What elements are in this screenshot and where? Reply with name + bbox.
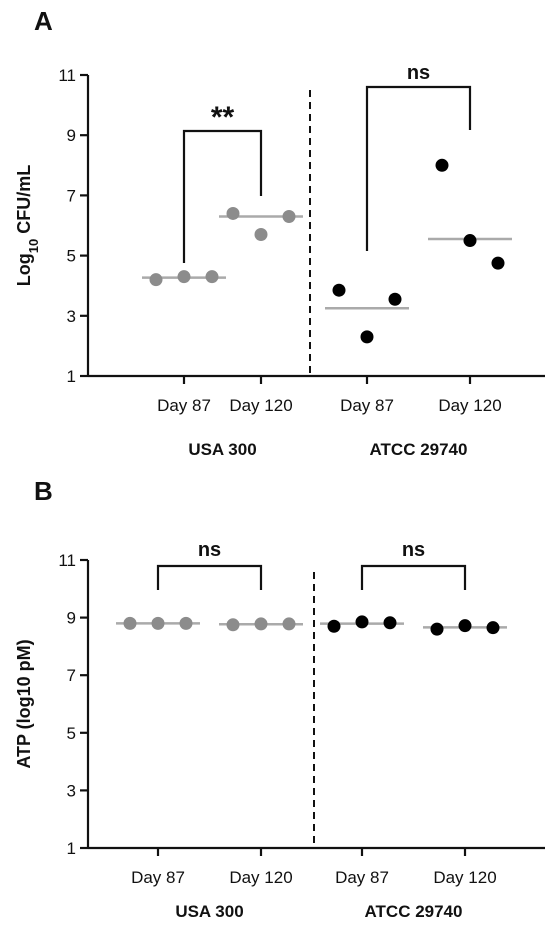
panel-a-data-point	[491, 256, 505, 270]
panel-b-y-tick-label: 11	[58, 551, 76, 570]
panel-b-y-tick-label: 1	[67, 839, 76, 858]
panel-a-data-point	[435, 158, 449, 172]
panel-a-category-label: Day 87	[157, 396, 211, 415]
panel-b-y-tick-label: 9	[67, 609, 76, 628]
panel-a-category-label: Day 120	[229, 396, 292, 415]
panel-b-category-label: Day 87	[335, 868, 389, 887]
panel-a-group-label: USA 300	[188, 440, 256, 459]
panel-b-y-axis-label: ATP (log10 pM)	[14, 639, 34, 768]
panel-a-comparison-bracket	[182, 129, 263, 263]
panel-a-y-tick-label: 3	[67, 307, 76, 326]
panel-a-data-point	[149, 273, 163, 287]
panel-a-data-point	[177, 270, 191, 284]
panel-b-data-point	[383, 616, 397, 630]
panel-b-group-label: USA 300	[175, 902, 243, 921]
panel-a-data-point	[226, 206, 240, 220]
panel-a-comparison-bracket	[365, 85, 472, 251]
panel-a-significance-label: **	[211, 101, 235, 134]
panel-a-data-point	[282, 209, 296, 223]
panel-a-y-tick-label: 11	[58, 66, 76, 85]
panel-b-category-label: Day 120	[433, 868, 496, 887]
panel-a-y-tick-label: 9	[67, 126, 76, 145]
panel-b-comparison-bracket	[156, 564, 263, 590]
panel-b-data-point	[430, 622, 444, 636]
panel-b-y-tick-label: 7	[67, 666, 76, 685]
panel-b-data-point	[179, 616, 193, 630]
panel-a-category-label: Day 120	[438, 396, 501, 415]
panel-a-data-point	[388, 292, 402, 306]
panel-b-data-point	[458, 619, 472, 633]
panel-a-y-tick-label: 1	[67, 367, 76, 386]
panel-b-data-point	[226, 618, 240, 632]
panel-b-category-label: Day 87	[131, 868, 185, 887]
panel-b-significance-label: ns	[198, 539, 221, 561]
panel-b-comparison-bracket	[360, 564, 467, 590]
panel-a-group-label: ATCC 29740	[370, 440, 468, 459]
panel-a-significance-label: ns	[407, 62, 430, 84]
panel-b-data-point	[327, 619, 341, 633]
panel-b-letter: B	[34, 476, 53, 506]
panel-b-significance-label: ns	[402, 539, 425, 561]
panel-b-data-point	[282, 617, 296, 631]
panel-b-data-point	[486, 621, 500, 635]
panel-a-y-tick-label: 5	[67, 247, 76, 266]
panel-b-data-point	[355, 615, 369, 629]
panel-b-data-point	[151, 616, 165, 630]
panel-a-data-point	[205, 270, 219, 284]
panel-a-category-label: Day 87	[340, 396, 394, 415]
panel-a-data-point	[463, 234, 477, 248]
panel-b-data-point	[254, 617, 268, 631]
panel-b-data-point	[123, 616, 137, 630]
panel-a-y-axis-label: Log10 CFU/mL	[14, 165, 41, 286]
panel-a-data-point	[332, 283, 346, 297]
panel-b-y-tick-label: 3	[67, 781, 76, 800]
panel-b-y-tick-label: 5	[67, 724, 76, 743]
panel-a-data-point	[254, 228, 268, 242]
panel-b-group-label: ATCC 29740	[365, 902, 463, 921]
panel-a-data-point	[360, 330, 374, 344]
panel-a-letter: A	[34, 6, 53, 36]
panel-a-y-tick-label: 7	[67, 186, 76, 205]
panel-b-category-label: Day 120	[229, 868, 292, 887]
